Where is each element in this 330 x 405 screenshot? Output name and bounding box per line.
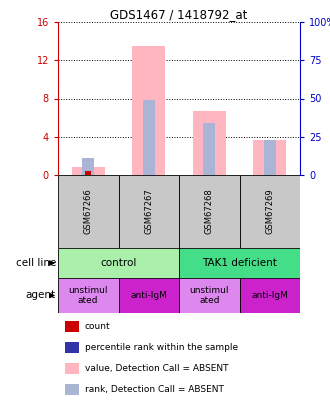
- Bar: [58, 175, 118, 248]
- Text: value, Detection Call = ABSENT: value, Detection Call = ABSENT: [84, 364, 228, 373]
- Bar: [240, 278, 300, 313]
- Bar: [58, 278, 118, 313]
- Text: percentile rank within the sample: percentile rank within the sample: [84, 343, 238, 352]
- Bar: [118, 175, 179, 248]
- Bar: [203, 123, 215, 175]
- Bar: [58, 248, 179, 278]
- Text: GSM67266: GSM67266: [84, 189, 93, 234]
- Bar: [179, 175, 240, 248]
- Text: anti-IgM: anti-IgM: [251, 291, 288, 300]
- Bar: [118, 278, 179, 313]
- Bar: [65, 343, 79, 354]
- Text: unstimul
ated: unstimul ated: [189, 286, 229, 305]
- Text: unstimul
ated: unstimul ated: [69, 286, 108, 305]
- Bar: [85, 171, 91, 175]
- Text: anti-IgM: anti-IgM: [130, 291, 167, 300]
- Text: GSM67269: GSM67269: [265, 189, 274, 234]
- Bar: [264, 140, 276, 175]
- Bar: [65, 384, 79, 395]
- Text: count: count: [84, 322, 110, 331]
- Bar: [179, 248, 300, 278]
- Bar: [82, 158, 94, 175]
- Text: GSM67267: GSM67267: [144, 189, 153, 234]
- Bar: [193, 111, 226, 175]
- Text: cell line: cell line: [16, 258, 56, 268]
- Text: GSM67268: GSM67268: [205, 189, 214, 234]
- Bar: [72, 167, 105, 175]
- Bar: [253, 140, 286, 175]
- Bar: [240, 175, 300, 248]
- Text: agent: agent: [26, 290, 56, 301]
- Title: GDS1467 / 1418792_at: GDS1467 / 1418792_at: [110, 8, 248, 21]
- Bar: [65, 363, 79, 374]
- Bar: [143, 100, 155, 175]
- Text: rank, Detection Call = ABSENT: rank, Detection Call = ABSENT: [84, 385, 223, 394]
- Text: TAK1 deficient: TAK1 deficient: [202, 258, 277, 268]
- Bar: [65, 321, 79, 333]
- Bar: [179, 278, 240, 313]
- Bar: [132, 46, 165, 175]
- Text: control: control: [100, 258, 137, 268]
